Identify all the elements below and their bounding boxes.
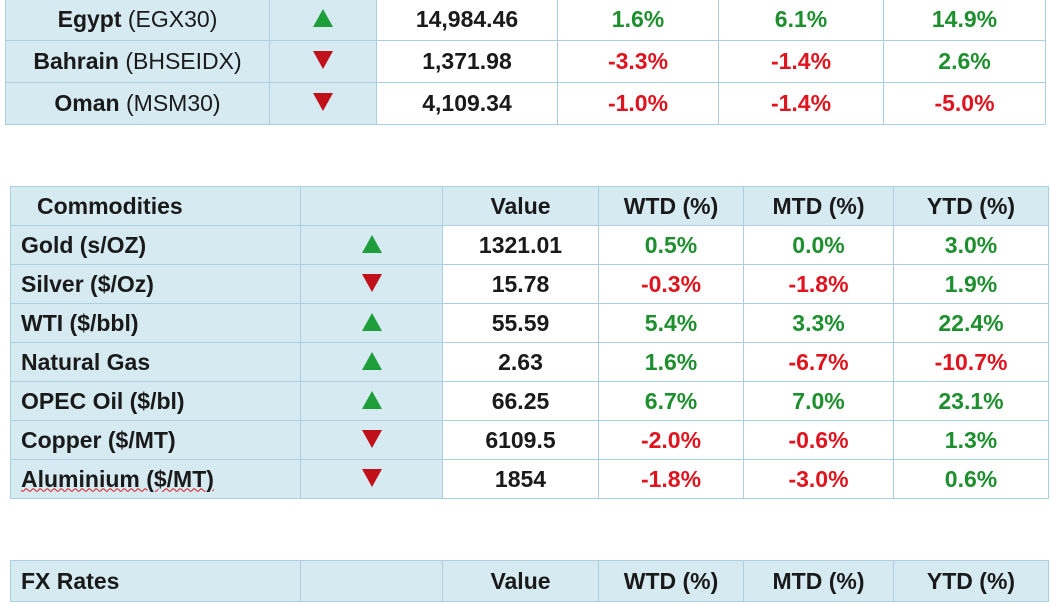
- commodity-mtd: 3.3%: [743, 303, 894, 343]
- table-row: OPEC Oil ($/bl) 66.25 6.7% 7.0% 23.1%: [10, 381, 1049, 421]
- commodity-mtd: -0.6%: [743, 420, 894, 460]
- index-ticker: (EGX30): [127, 6, 218, 32]
- table-row: Bahrain (BHSEIDX) 1,371.98 -3.3% -1.4% 2…: [5, 40, 1046, 83]
- triangle-down-icon: [361, 429, 382, 448]
- index-value: 1,371.98: [376, 40, 558, 83]
- index-value: 4,109.34: [376, 82, 558, 125]
- fx-rates-table: FX Rates Value WTD (%) MTD (%) YTD (%): [10, 560, 1049, 602]
- commodity-value: 6109.5: [442, 420, 599, 460]
- col-header-mtd: MTD (%): [743, 186, 894, 226]
- commodity-value: 66.25: [442, 381, 599, 421]
- triangle-down-icon: [361, 273, 382, 292]
- index-ticker: (BHSEIDX): [125, 48, 242, 74]
- commodity-wtd: -0.3%: [598, 264, 744, 304]
- commodity-ytd: 0.6%: [893, 459, 1049, 499]
- commodity-value: 15.78: [442, 264, 599, 304]
- table-row: Silver ($/Oz) 15.78 -0.3% -1.8% 1.9%: [10, 264, 1049, 304]
- commodity-ytd: 1.3%: [893, 420, 1049, 460]
- commodity-name: Silver ($/Oz): [10, 264, 301, 304]
- commodity-ytd: -10.7%: [893, 342, 1049, 382]
- col-header-wtd: WTD (%): [598, 560, 744, 602]
- index-mtd: -1.4%: [718, 82, 884, 125]
- index-ytd: 14.9%: [883, 0, 1046, 41]
- index-name: Bahrain: [33, 48, 119, 74]
- index-wtd: -1.0%: [557, 82, 719, 125]
- col-header-value: Value: [442, 560, 599, 602]
- table-header-row: Commodities Value WTD (%) MTD (%) YTD (%…: [10, 186, 1049, 226]
- commodity-wtd: -2.0%: [598, 420, 744, 460]
- index-name: Egypt: [57, 6, 122, 32]
- commodity-mtd: -3.0%: [743, 459, 894, 499]
- commodity-ytd: 1.9%: [893, 264, 1049, 304]
- triangle-down-icon: [361, 468, 382, 487]
- fx-rates-title: FX Rates: [10, 560, 301, 602]
- col-header-value: Value: [442, 186, 599, 226]
- commodity-name: Copper ($/MT): [10, 420, 301, 460]
- commodity-mtd: -1.8%: [743, 264, 894, 304]
- table-header-row: FX Rates Value WTD (%) MTD (%) YTD (%): [10, 560, 1049, 602]
- commodity-ytd: 3.0%: [893, 225, 1049, 265]
- commodity-mtd: 7.0%: [743, 381, 894, 421]
- index-name: Oman: [54, 90, 120, 116]
- index-ytd: 2.6%: [883, 40, 1046, 83]
- commodity-name: OPEC Oil ($/bl): [10, 381, 301, 421]
- triangle-down-icon: [313, 93, 333, 111]
- commodity-wtd: 6.7%: [598, 381, 744, 421]
- col-header-ytd: YTD (%): [893, 560, 1049, 602]
- commodity-mtd: 0.0%: [743, 225, 894, 265]
- triangle-down-icon: [313, 51, 333, 69]
- index-mtd: -1.4%: [718, 40, 884, 83]
- triangle-up-icon: [361, 234, 382, 253]
- indices-table: Egypt (EGX30) 14,984.46 1.6% 6.1% 14.9% …: [5, 0, 1046, 125]
- index-wtd: 1.6%: [557, 0, 719, 41]
- index-ytd: -5.0%: [883, 82, 1046, 125]
- triangle-up-icon: [361, 312, 382, 331]
- commodity-name: Aluminium ($/MT): [21, 465, 214, 492]
- commodity-name: Gold (s/OZ): [10, 225, 301, 265]
- commodity-wtd: 5.4%: [598, 303, 744, 343]
- commodity-value: 55.59: [442, 303, 599, 343]
- triangle-up-icon: [313, 9, 333, 27]
- col-header-wtd: WTD (%): [598, 186, 744, 226]
- table-row: Aluminium ($/MT) 1854 -1.8% -3.0% 0.6%: [10, 459, 1049, 499]
- commodity-name: Natural Gas: [10, 342, 301, 382]
- index-value: 14,984.46: [376, 0, 558, 41]
- commodity-ytd: 22.4%: [893, 303, 1049, 343]
- commodities-table: Commodities Value WTD (%) MTD (%) YTD (%…: [10, 186, 1049, 499]
- triangle-up-icon: [361, 390, 382, 409]
- table-row: Natural Gas 2.63 1.6% -6.7% -10.7%: [10, 342, 1049, 382]
- commodity-wtd: 0.5%: [598, 225, 744, 265]
- commodity-value: 1854: [442, 459, 599, 499]
- table-row: Gold (s/OZ) 1321.01 0.5% 0.0% 3.0%: [10, 225, 1049, 265]
- index-wtd: -3.3%: [557, 40, 719, 83]
- index-ticker: (MSM30): [126, 90, 221, 116]
- table-row: Egypt (EGX30) 14,984.46 1.6% 6.1% 14.9%: [5, 0, 1046, 41]
- commodity-mtd: -6.7%: [743, 342, 894, 382]
- commodity-value: 2.63: [442, 342, 599, 382]
- col-header-ytd: YTD (%): [893, 186, 1049, 226]
- index-mtd: 6.1%: [718, 0, 884, 41]
- triangle-up-icon: [361, 351, 382, 370]
- commodity-value: 1321.01: [442, 225, 599, 265]
- table-row: Copper ($/MT) 6109.5 -2.0% -0.6% 1.3%: [10, 420, 1049, 460]
- commodity-wtd: 1.6%: [598, 342, 744, 382]
- col-header-mtd: MTD (%): [743, 560, 894, 602]
- table-row: Oman (MSM30) 4,109.34 -1.0% -1.4% -5.0%: [5, 82, 1046, 125]
- commodity-name: WTI ($/bbl): [10, 303, 301, 343]
- commodity-wtd: -1.8%: [598, 459, 744, 499]
- commodities-title: Commodities: [10, 186, 301, 226]
- commodity-ytd: 23.1%: [893, 381, 1049, 421]
- table-row: WTI ($/bbl) 55.59 5.4% 3.3% 22.4%: [10, 303, 1049, 343]
